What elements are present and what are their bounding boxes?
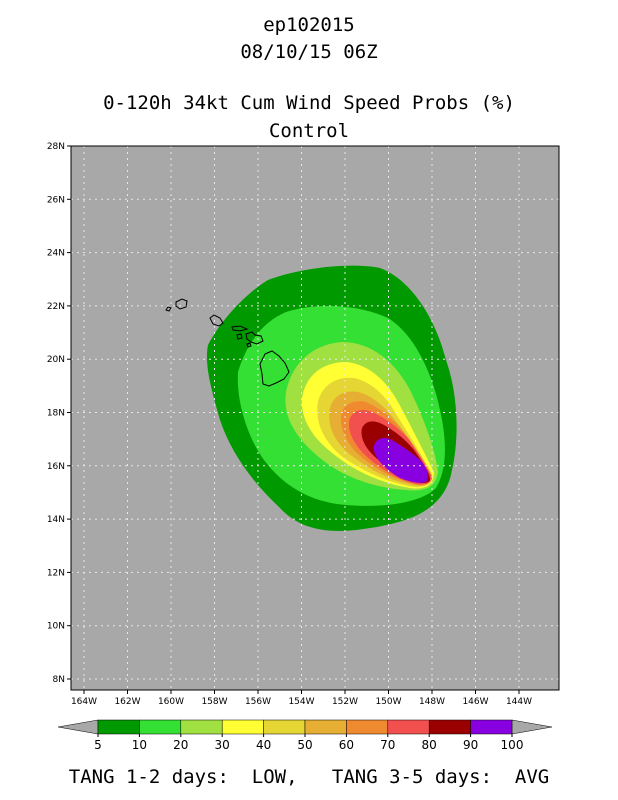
lat-label: 26N: [47, 195, 65, 205]
colorbar-swatch: [221, 719, 264, 735]
lon-label: 148W: [419, 697, 445, 707]
island-niihau: [165, 306, 172, 312]
colorbar-label: 10: [132, 738, 147, 752]
lat-label: 24N: [47, 249, 65, 259]
colorbar-label: 5: [94, 738, 102, 752]
island-kahoolawe: [246, 342, 252, 348]
prob-90-contour: [373, 438, 429, 483]
lon-label: 154W: [288, 697, 314, 707]
lon-label: 158W: [201, 697, 227, 707]
lon-label: 144W: [506, 697, 532, 707]
lat-label: 18N: [47, 409, 65, 419]
colorbar-swatch: [470, 719, 513, 735]
island-kauai: [175, 298, 188, 310]
lon-label: 162W: [114, 697, 140, 707]
lat-label: 28N: [47, 142, 65, 152]
island-maui: [245, 331, 264, 345]
hawaii-coastline: [165, 298, 290, 387]
lat-label: 14N: [47, 515, 65, 525]
lon-label: 150W: [375, 697, 401, 707]
colorbar-label: 70: [380, 738, 395, 752]
colorbar-swatch: [263, 719, 306, 735]
lon-label: 164W: [71, 697, 97, 707]
lon-label: 160W: [158, 697, 184, 707]
colorbar-label: 20: [173, 738, 188, 752]
lon-label: 156W: [245, 697, 271, 707]
colorbar: 5 10 20 30 40 50 60 70 80 90 100: [57, 719, 553, 752]
colorbar-label: 40: [256, 738, 271, 752]
tang-footer: TANG 1-2 days: LOW, TANG 3-5 days: AVG: [68, 766, 550, 788]
lat-label: 10N: [47, 622, 65, 632]
lat-label: 16N: [47, 462, 65, 472]
lat-label: 22N: [47, 302, 65, 312]
datetime-title: 08/10/15 06Z: [240, 41, 378, 63]
colorbar-swatch: [97, 719, 140, 735]
lon-label: 152W: [332, 697, 358, 707]
colorbar-swatch: [387, 719, 430, 735]
island-lanai: [236, 333, 243, 340]
axis-labels: 28N 26N 24N 22N 20N 18N 16N 14N 12N 10N 8N 164W 162W…: [47, 142, 532, 707]
colorbar-label: 30: [215, 738, 230, 752]
colorbar-label: 50: [297, 738, 312, 752]
product-title: 0-120h 34kt Cum Wind Speed Probs (%): [103, 92, 515, 114]
lat-label: 8N: [53, 675, 65, 685]
colorbar-left-arrow: [57, 719, 99, 735]
lat-label: 12N: [47, 568, 65, 578]
island-hawaii: [259, 350, 290, 387]
colorbar-swatch: [346, 719, 389, 735]
colorbar-label: 100: [501, 738, 524, 752]
colorbar-label: 80: [422, 738, 437, 752]
colorbar-swatch: [428, 719, 471, 735]
island-oahu: [209, 314, 224, 327]
lat-label: 20N: [47, 355, 65, 365]
island-molokai: [231, 325, 249, 332]
colorbar-right-arrow: [511, 719, 553, 735]
colorbar-swatch: [139, 719, 182, 735]
colorbar-label: 90: [463, 738, 478, 752]
storm-id-title: ep102015: [263, 14, 355, 36]
run-title: Control: [268, 120, 350, 142]
lon-label: 146W: [462, 697, 488, 707]
colorbar-swatch: [304, 719, 347, 735]
colorbar-label: 60: [339, 738, 354, 752]
colorbar-swatch: [180, 719, 223, 735]
lat-lon-grid: [71, 146, 559, 690]
map-frame: [70, 145, 560, 691]
